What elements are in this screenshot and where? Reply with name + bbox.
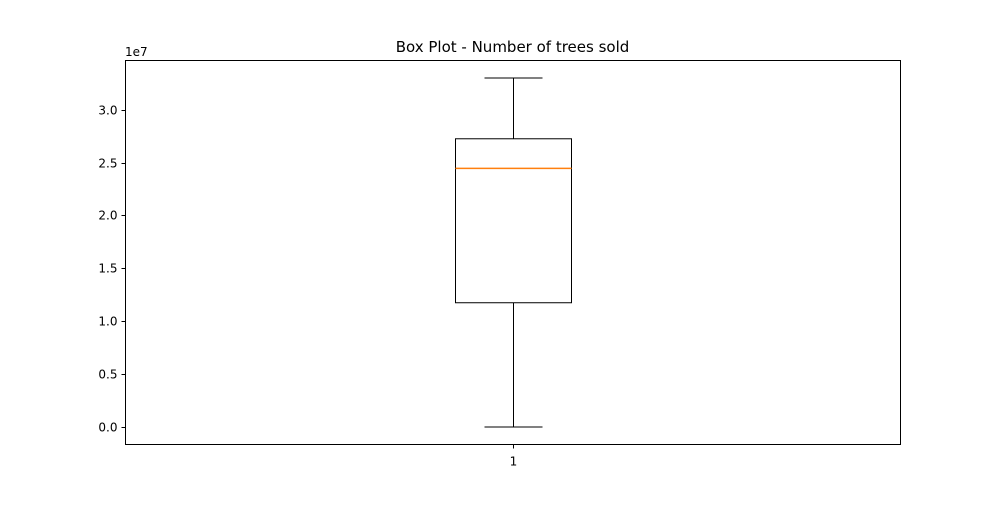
y-tick-label: 3.0 [98,104,117,118]
y-axis-offset-label: 1e7 [125,45,148,59]
y-tick-label: 1.0 [98,315,117,329]
y-tick-label: 2.0 [98,209,117,223]
y-tick-label: 2.5 [98,157,117,171]
x-tick-label: 1 [510,455,518,469]
y-tick-label: 1.5 [98,262,117,276]
y-tick-label: 0.5 [98,368,117,382]
plot-frame [125,60,901,445]
y-tick-label: 0.0 [98,421,117,435]
iqr-box [455,138,572,304]
chart-title: Box Plot - Number of trees sold [396,38,630,56]
plot-layer: 0.0 0.5 1.0 1.5 2.0 2.5 3.0 1 [98,77,572,469]
